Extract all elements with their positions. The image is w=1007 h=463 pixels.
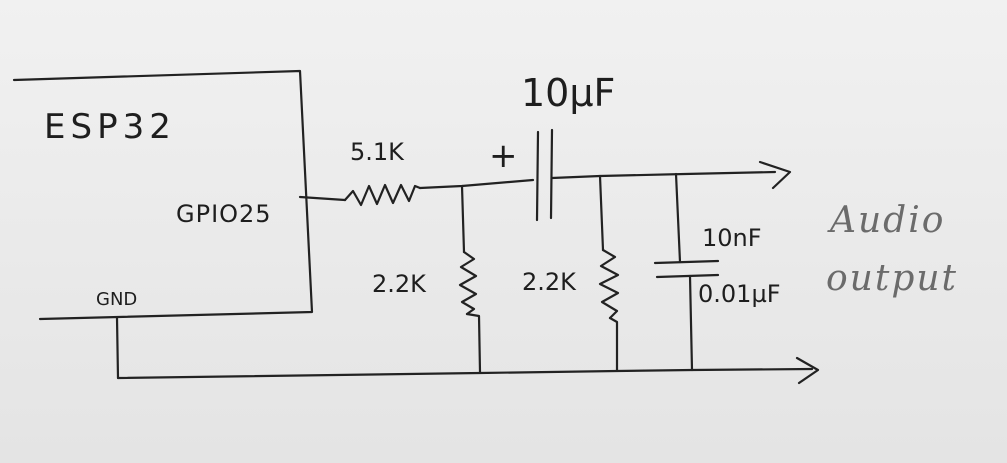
esp32-module-outline: [12, 69, 314, 321]
gpio-wire: [298, 195, 347, 202]
coupling-capacitor-lead-right: [550, 170, 777, 180]
ground-rail: [116, 367, 814, 380]
gnd-pin-label: GND: [96, 289, 137, 310]
shunt-resistor-2-lead-bottom: [608, 316, 619, 372]
shunt-resistor-1-lead-top: [460, 184, 466, 254]
shunt-resistor-1-label: 2.2K: [372, 270, 427, 298]
filter-capacitor-lead-top: [674, 172, 682, 264]
output-signal-arrow: [758, 160, 792, 190]
coupling-capacitor-plate-right: [549, 128, 554, 220]
shunt-resistor-1-lead-bottom: [465, 312, 482, 374]
shunt-resistor-1-symbol: [458, 250, 478, 316]
ground-rail-arrow: [795, 356, 820, 385]
shunt-resistor-2-symbol: [598, 248, 620, 320]
coupling-capacitor-label: 10µF: [521, 71, 615, 115]
audio-output-label-line2: output: [826, 258, 958, 299]
capacitor-polarity-label: +: [489, 136, 518, 176]
filter-capacitor-lead-bottom: [688, 274, 694, 372]
series-resistor-symbol: [343, 183, 422, 207]
filter-capacitor-label: 10nF: [702, 224, 762, 252]
node-wire-a: [418, 178, 535, 190]
shunt-resistor-2-lead-top: [598, 174, 605, 252]
esp32-label: ESP32: [44, 107, 176, 147]
audio-output-label-line1: Audio: [827, 200, 945, 241]
coupling-capacitor-plate-left: [535, 130, 540, 222]
gnd-pin-wire: [115, 316, 120, 380]
series-resistor-label: 5.1K: [350, 138, 405, 166]
gpio25-pin-label: GPIO25: [176, 200, 272, 228]
shunt-resistor-2-label: 2.2K: [522, 268, 577, 296]
filter-capacitor-plate-top: [653, 259, 720, 265]
filter-capacitor-plate-bottom: [655, 273, 720, 279]
filter-capacitor-alt-label: 0.01µF: [698, 280, 781, 308]
